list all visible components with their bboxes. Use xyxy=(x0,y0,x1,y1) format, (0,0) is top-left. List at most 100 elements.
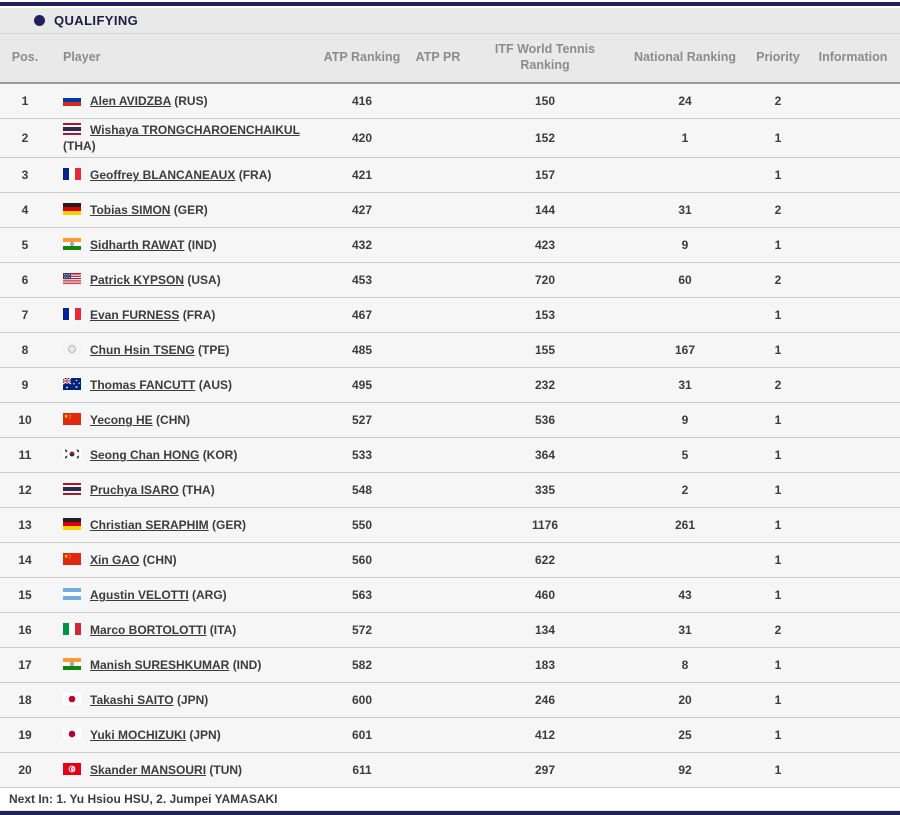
pos-cell: 18 xyxy=(0,682,50,719)
information-cell xyxy=(806,577,900,614)
table-row: 20 Skander MANSOURI (TUN) 611 297 92 1 xyxy=(0,752,900,789)
player-link[interactable]: Marco BORTOLOTTI xyxy=(90,623,207,638)
table-row: 14 Xin GAO (CHN) 560 622 1 xyxy=(0,542,900,579)
col-header-player: Player xyxy=(50,34,318,84)
itf-ranking-cell: 152 xyxy=(470,117,620,159)
table-row: 18 Takashi SAITO (JPN) 600 246 20 1 xyxy=(0,682,900,719)
national-ranking-cell: 24 xyxy=(620,82,750,119)
player-cell: Takashi SAITO (JPN) xyxy=(50,682,318,719)
national-ranking-cell: 31 xyxy=(620,612,750,649)
atp-pr-cell xyxy=(406,227,470,264)
pos-cell: 9 xyxy=(0,367,50,404)
player-link[interactable]: Christian SERAPHIM xyxy=(90,518,209,533)
flag-aus-icon xyxy=(63,378,81,391)
player-cell: Marco BORTOLOTTI (ITA) xyxy=(50,612,318,649)
atp-pr-cell xyxy=(406,157,470,194)
pos-cell: 15 xyxy=(0,577,50,614)
atp-pr-cell xyxy=(406,117,470,159)
itf-ranking-cell: 720 xyxy=(470,262,620,299)
player-link[interactable]: Takashi SAITO xyxy=(90,693,174,708)
atp-ranking-cell: 600 xyxy=(318,682,406,719)
player-link[interactable]: Pruchya ISARO xyxy=(90,483,179,498)
priority-cell: 2 xyxy=(750,367,806,404)
country-code: (ARG) xyxy=(192,588,227,603)
atp-pr-cell xyxy=(406,682,470,719)
national-ranking-cell: 261 xyxy=(620,507,750,544)
national-ranking-cell: 60 xyxy=(620,262,750,299)
country-code: (FRA) xyxy=(238,168,272,183)
table-row: 16 Marco BORTOLOTTI (ITA) 572 134 31 2 xyxy=(0,612,900,649)
table-header-row: Pos. Player ATP Ranking ATP PR ITF World… xyxy=(0,34,900,84)
player-cell: Tobias SIMON (GER) xyxy=(50,192,318,229)
priority-cell: 2 xyxy=(750,192,806,229)
atp-pr-cell xyxy=(406,752,470,789)
itf-ranking-cell: 183 xyxy=(470,647,620,684)
player-link[interactable]: Evan FURNESS xyxy=(90,308,180,323)
player-link[interactable]: Yecong HE xyxy=(90,413,153,428)
priority-cell: 1 xyxy=(750,577,806,614)
player-link[interactable]: Chun Hsin TSENG xyxy=(90,343,195,358)
flag-ita-icon xyxy=(63,623,81,636)
player-link[interactable]: Seong Chan HONG xyxy=(90,448,200,463)
information-cell xyxy=(806,367,900,404)
itf-ranking-cell: 335 xyxy=(470,472,620,509)
pos-cell: 17 xyxy=(0,647,50,684)
atp-ranking-cell: 527 xyxy=(318,402,406,439)
national-ranking-cell: 167 xyxy=(620,332,750,369)
player-link[interactable]: Yuki MOCHIZUKI xyxy=(90,728,187,743)
itf-ranking-cell: 155 xyxy=(470,332,620,369)
information-cell xyxy=(806,227,900,264)
section-title: QUALIFYING xyxy=(54,13,139,28)
player-link[interactable]: Alen AVIDZBA xyxy=(90,93,171,108)
qualifying-table: Pos. Player ATP Ranking ATP PR ITF World… xyxy=(0,34,900,789)
atp-ranking-cell: 601 xyxy=(318,717,406,754)
itf-ranking-cell: 153 xyxy=(470,297,620,334)
player-link[interactable]: Agustin VELOTTI xyxy=(90,588,189,603)
player-cell: Evan FURNESS (FRA) xyxy=(50,297,318,334)
priority-cell: 1 xyxy=(750,717,806,754)
player-link[interactable]: Manish SURESHKUMAR xyxy=(90,658,230,673)
itf-ranking-cell: 232 xyxy=(470,367,620,404)
table-row: 19 Yuki MOCHIZUKI (JPN) 601 412 25 1 xyxy=(0,717,900,754)
player-link[interactable]: Tobias SIMON xyxy=(90,203,171,218)
player-link[interactable]: Geoffrey BLANCANEAUX xyxy=(90,168,236,183)
pos-cell: 8 xyxy=(0,332,50,369)
itf-ranking-cell: 622 xyxy=(470,542,620,579)
itf-ranking-cell: 297 xyxy=(470,752,620,789)
information-cell xyxy=(806,472,900,509)
flag-ind-icon xyxy=(63,238,81,251)
atp-ranking-cell: 560 xyxy=(318,542,406,579)
atp-ranking-cell: 582 xyxy=(318,647,406,684)
flag-jpn-icon xyxy=(63,693,81,706)
table-row: 11 Seong Chan HONG (KOR) 533 364 5 1 xyxy=(0,437,900,474)
itf-ranking-cell: 412 xyxy=(470,717,620,754)
col-header-itf-ranking: ITF World Tennis Ranking xyxy=(470,34,620,84)
player-link[interactable]: Skander MANSOURI xyxy=(90,763,207,778)
player-cell: Xin GAO (CHN) xyxy=(50,542,318,579)
atp-pr-cell xyxy=(406,402,470,439)
national-ranking-cell xyxy=(620,297,750,334)
national-ranking-cell xyxy=(620,542,750,579)
information-cell xyxy=(806,297,900,334)
country-code: (RUS) xyxy=(174,93,208,108)
priority-cell: 1 xyxy=(750,157,806,194)
country-code: (GER) xyxy=(173,203,208,218)
player-link[interactable]: Thomas FANCUTT xyxy=(90,378,196,393)
next-in-text: Next In: 1. Yu Hsiou HSU, 2. Jumpei YAMA… xyxy=(9,792,278,807)
player-link[interactable]: Sidharth RAWAT xyxy=(90,238,185,253)
player-link[interactable]: Patrick KYPSON xyxy=(90,273,185,288)
player-link[interactable]: Xin GAO xyxy=(90,553,140,568)
pos-cell: 2 xyxy=(0,117,50,159)
pos-cell: 11 xyxy=(0,437,50,474)
player-cell: Christian SERAPHIM (GER) xyxy=(50,507,318,544)
country-code: (IND) xyxy=(187,238,217,253)
itf-ranking-cell: 246 xyxy=(470,682,620,719)
national-ranking-cell: 9 xyxy=(620,227,750,264)
top-accent-bar xyxy=(0,2,900,6)
player-cell: Yecong HE (CHN) xyxy=(50,402,318,439)
bottom-accent-bar xyxy=(0,811,900,815)
atp-ranking-cell: 563 xyxy=(318,577,406,614)
priority-cell: 1 xyxy=(750,227,806,264)
table-body: 1 Alen AVIDZBA (RUS) 416 150 24 2 2 Wishaya TRO… xyxy=(0,82,900,789)
player-link[interactable]: Wishaya TRONGCHAROENCHAIKUL xyxy=(90,123,300,137)
